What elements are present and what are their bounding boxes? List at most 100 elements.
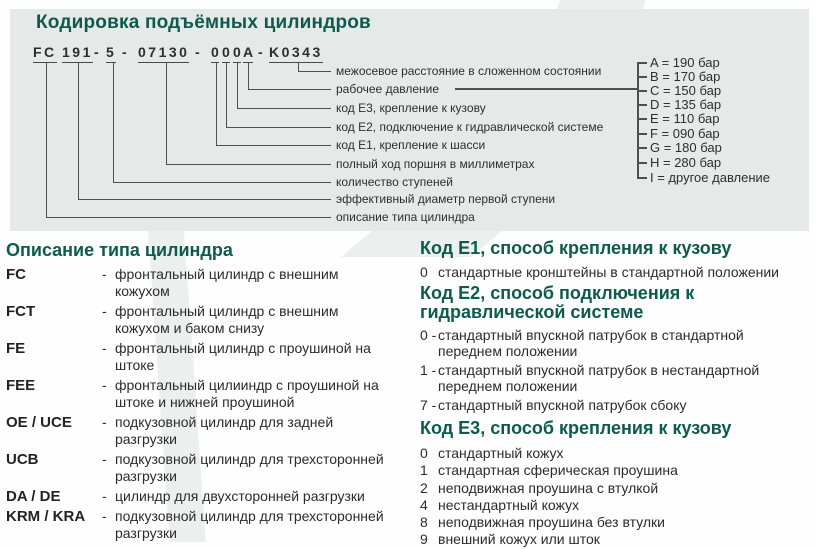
watermark-stroke-top — [556, 0, 646, 9]
type-description: подкузовной цилиндр для трехсторонней ра… — [115, 451, 384, 484]
list-item: FCT - фронтальный цилиндр с внешним кожу… — [6, 303, 420, 337]
item-number: 7 - — [420, 396, 437, 413]
item-text: нестандартный кожух — [438, 496, 580, 513]
dash: - — [102, 340, 107, 356]
code-dash: - — [258, 44, 266, 60]
type-code: OE / UCE — [6, 414, 72, 431]
bracket-tick — [637, 76, 647, 78]
type-code: DA / DE — [6, 488, 61, 505]
item-text: стандартный впускной патрубок в нестанда… — [438, 361, 760, 395]
code-segment-e2: 0 — [222, 44, 230, 63]
list-item: 9 внешний кожух или шток — [420, 531, 812, 547]
pressure-code-item: C = 150 бар — [650, 83, 722, 98]
e-codes-section: Код Е1, способ крепления к кузову 0 стан… — [420, 238, 812, 549]
type-description: фронтальный цилиндр с внешним кожухом — [115, 266, 339, 299]
dash: - — [102, 266, 107, 282]
cylinder-type-list: FC - фронтальный цилиндр с внешним кожух… — [6, 266, 420, 542]
list-item: KRM / KRA - подкузовной цилиндр для трех… — [6, 508, 420, 542]
item-text: неподвижная проушина без втулки — [438, 514, 665, 531]
item-number: 0 — [420, 264, 428, 280]
code-dash: - — [122, 44, 130, 60]
list-item: UCB - подкузовной цилиндр для трехсторон… — [6, 451, 420, 485]
dash: - — [102, 377, 107, 393]
pressure-code-item: F = 090 бар — [650, 126, 720, 141]
pressure-code-item: D = 135 бар — [650, 97, 722, 112]
connector-line — [237, 63, 331, 109]
list-item: 0 стандартный кожух — [420, 445, 812, 461]
item-text: стандартный впускной патрубок в стандарт… — [438, 326, 744, 360]
item-number: 0 - — [420, 326, 437, 343]
code-field-label: полный ход поршня в миллиметрах — [336, 157, 535, 171]
code-segment-e3: 0 — [233, 44, 241, 63]
dash: - — [102, 488, 107, 504]
type-description: подкузовной цилиндр для задней разгрузки — [115, 414, 334, 447]
list-item: 4 нестандартный кожух — [420, 497, 812, 513]
item-number: 2 — [420, 479, 428, 496]
list-item: OE / UCE - подкузовной цилиндр для задне… — [6, 414, 420, 448]
type-code: UCB — [6, 451, 39, 468]
list-item: DA / DE - цилиндр для двухсторонней разг… — [6, 488, 420, 505]
list-item: 0 стандартные кронштейны в стандартной п… — [420, 264, 812, 281]
pressure-code-item: G = 180 бар — [650, 140, 722, 155]
section-heading-e2: Код Е2, способ подключения к гидравличес… — [420, 282, 695, 322]
item-text: стандартная сферическая проушина — [438, 462, 678, 479]
list-item: 1 - стандартный впускной патрубок в нест… — [420, 362, 812, 395]
code-field-label: описание типа цилиндра — [336, 210, 475, 224]
type-description: подкузовной цилиндр для трехсторонней ра… — [115, 508, 384, 541]
connector-line — [166, 63, 331, 165]
code-segment-191: 191 — [62, 44, 93, 63]
bracket-tick — [637, 133, 647, 135]
type-code: FC — [6, 266, 26, 283]
section-heading-types: Описание типа цилиндра — [6, 240, 233, 260]
item-number: 4 — [420, 496, 428, 513]
code-segment-k0343: K0343 — [269, 44, 323, 63]
item-number: 1 — [420, 462, 428, 479]
type-description: цилиндр для двухсторонней разгрузки — [115, 488, 365, 504]
item-number: 8 — [420, 514, 428, 531]
bracket-tick — [637, 118, 647, 120]
type-description: фронтальный цилиндр с внешним кожухом и … — [115, 303, 339, 336]
connector-line — [226, 63, 331, 128]
pressure-connector-line — [455, 88, 638, 90]
type-code: KRM / KRA — [6, 508, 86, 525]
connector-line — [248, 63, 331, 90]
type-description: фронтальный цилииндр с проушиной на шток… — [115, 377, 379, 410]
section-heading-e1: Код Е1, способ крепления к кузову — [420, 238, 732, 258]
dash: - — [102, 303, 107, 319]
coding-diagram-panel — [10, 9, 809, 231]
list-item: 7 - стандартный впускной патрубок сбоку — [420, 397, 812, 414]
bracket-tick — [637, 162, 647, 164]
code-field-label: код Е3, крепление к кузову — [336, 101, 486, 115]
code-segment-e1: 0 — [211, 44, 219, 63]
code-segment-5: 5 — [106, 44, 117, 63]
page-title: Кодировка подъёмных цилиндров — [36, 12, 371, 33]
code-segment-pressure: A — [243, 44, 254, 63]
item-text: стандартные кронштейны в стандартной пол… — [438, 264, 780, 280]
code-field-label: количество ступеней — [336, 175, 453, 189]
type-code: FE — [6, 340, 26, 357]
list-item: FC - фронтальный цилиндр с внешним кожух… — [6, 266, 420, 300]
list-item: 2 неподвижная проушина с втулкой — [420, 480, 812, 496]
connector-line — [46, 63, 331, 218]
item-number: 1 - — [420, 361, 437, 378]
pressure-code-item: A = 190 бар — [650, 55, 720, 70]
connector-line — [298, 63, 331, 72]
pressure-bracket-line — [637, 62, 639, 178]
item-number: 9 — [420, 531, 428, 548]
type-code: FCT — [6, 303, 36, 320]
e3-list: 0 стандартный кожух 1 стандартная сферич… — [420, 445, 812, 548]
list-item: 0 - стандартный впускной патрубок в стан… — [420, 327, 812, 360]
section-heading-e3: Код Е3, способ крепления к кузову — [420, 418, 732, 438]
bracket-tick — [637, 104, 647, 106]
pressure-code-item: B = 170 бар — [650, 69, 721, 84]
code-dash: - — [195, 44, 203, 60]
code-field-label: код Е2, подключение к гидравлической сис… — [336, 120, 604, 134]
code-field-label: эффективный диаметр первой ступени — [336, 192, 556, 206]
item-text: стандартный кожух — [438, 445, 564, 461]
pressure-code-item: E = 110 бар — [650, 111, 720, 126]
code-segment-07130: 07130 — [138, 44, 190, 63]
bracket-tick — [637, 62, 647, 64]
code-field-label: код Е1, крепление к шасси — [336, 138, 486, 152]
code-segment-fc: FC — [33, 44, 57, 63]
connector-line — [78, 63, 331, 200]
